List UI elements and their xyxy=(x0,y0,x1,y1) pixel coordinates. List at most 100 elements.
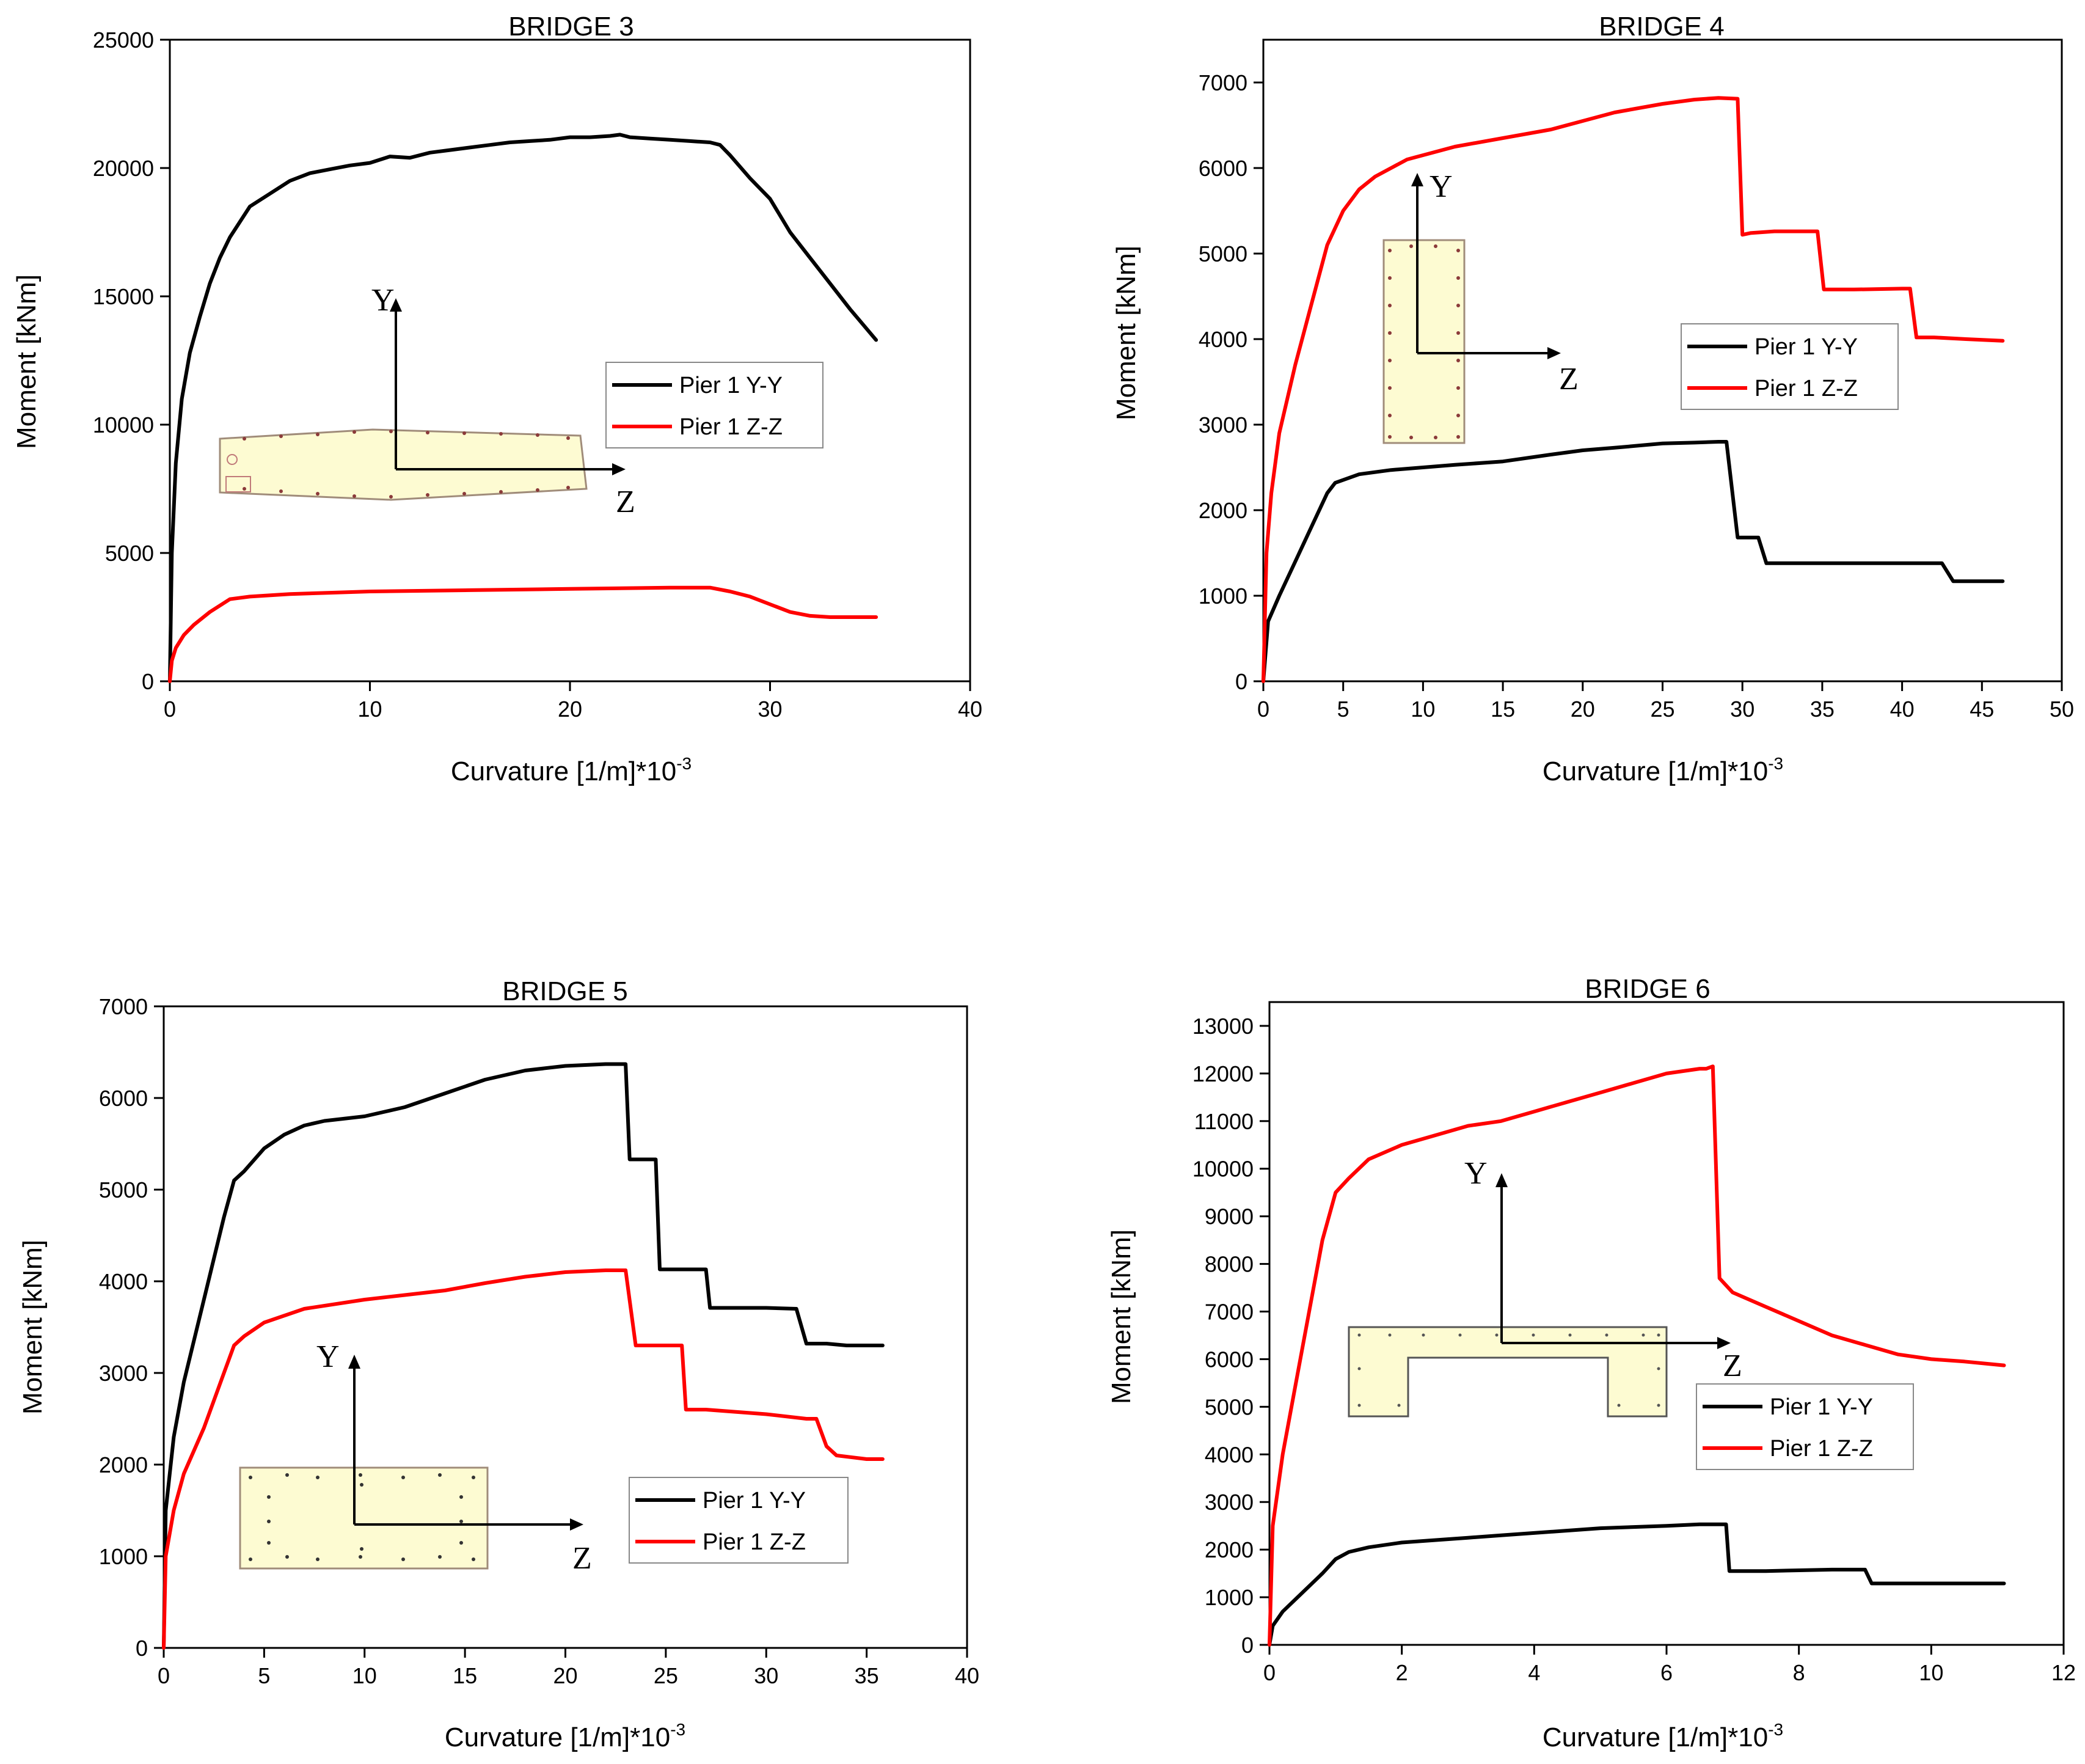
y-axis-label: Moment [kNm] xyxy=(18,1240,48,1414)
z-axis-letter: Z xyxy=(572,1541,592,1576)
chart-bridge-5: BRIDGE 5 Moment [kNm] Curvature [1/m]*10… xyxy=(18,976,979,1752)
x-tick-label: 0 xyxy=(1257,697,1269,722)
x-tick-label: 10 xyxy=(1411,697,1435,722)
series-line-pier1-zz xyxy=(168,585,878,683)
y-tick-label: 5000 xyxy=(1199,241,1247,266)
y-tick-label: 7000 xyxy=(1199,70,1247,95)
chart-title: BRIDGE 4 xyxy=(1599,12,1724,42)
y-tick-label: 1000 xyxy=(1199,584,1247,609)
x-axis-label: Curvature [1/m]*10-3 xyxy=(445,1720,685,1752)
y-axis-label: Moment [kNm] xyxy=(1106,1229,1136,1404)
x-tick-label: 25 xyxy=(654,1663,678,1688)
legend-label-yy: Pier 1 Y-Y xyxy=(679,373,783,398)
y-tick-label: 25000 xyxy=(93,27,154,53)
cross-section-inset: Y Z xyxy=(1348,1156,1742,1418)
z-arrowhead-icon xyxy=(1717,1337,1731,1349)
chart-bridge-3: BRIDGE 3 Moment [kNm] Curvature [1/m]*10… xyxy=(12,12,982,786)
x-tick-label: 15 xyxy=(1491,697,1515,722)
y-tick-label: 10000 xyxy=(1192,1157,1254,1182)
x-tick-label: 10 xyxy=(357,697,382,722)
y-tick-label: 4000 xyxy=(99,1269,148,1294)
cross-section-inset: Y Z xyxy=(1382,169,1579,444)
series-group xyxy=(1268,1064,2006,1647)
legend: Pier 1 Y-Y Pier 1 Z-Z xyxy=(1681,323,1899,410)
axis-ticks: 0 5 10 15 20 25 30 35 40 45 50 0 1000 2000 3000 4000 500… xyxy=(1199,70,2074,722)
cross-section-inset: Y Z xyxy=(219,283,635,519)
plot-frame xyxy=(162,1005,968,1649)
x-tick-label: 2 xyxy=(1396,1660,1408,1685)
y-tick-label: 8000 xyxy=(1205,1252,1254,1277)
plot-frame xyxy=(169,38,971,683)
z-arrowhead-icon xyxy=(612,463,626,475)
rebar-dots xyxy=(1388,244,1460,439)
axis-ticks: 0 10 20 30 40 0 5000 10000 15000 20000 25000 xyxy=(93,27,982,722)
z-arrowhead-icon xyxy=(1547,347,1561,359)
chart-title: BRIDGE 3 xyxy=(508,12,634,42)
series-group xyxy=(1262,96,2005,683)
y-tick-label: 7000 xyxy=(99,994,148,1019)
y-tick-label: 15000 xyxy=(93,284,154,309)
y-tick-label: 4000 xyxy=(1199,327,1247,352)
x-tick-label: 20 xyxy=(1571,697,1595,722)
y-tick-label: 0 xyxy=(136,1636,148,1661)
x-tick-label: 4 xyxy=(1528,1660,1540,1685)
y-tick-label: 2000 xyxy=(1199,498,1247,523)
x-tick-label: 10 xyxy=(352,1663,377,1688)
legend-label-yy: Pier 1 Y-Y xyxy=(1770,1394,1873,1420)
section-detail xyxy=(225,454,251,492)
x-tick-label: 5 xyxy=(258,1663,270,1688)
section-shape xyxy=(239,1466,489,1570)
y-arrowhead-icon xyxy=(1411,173,1423,186)
y-tick-label: 6000 xyxy=(99,1086,148,1111)
x-axis-label: Curvature [1/m]*10-3 xyxy=(1543,754,1783,786)
x-tick-label: 8 xyxy=(1793,1660,1805,1685)
x-tick-label: 6 xyxy=(1660,1660,1673,1685)
legend-label-yy: Pier 1 Y-Y xyxy=(703,1488,806,1513)
x-tick-label: 5 xyxy=(1337,697,1349,722)
section-shape xyxy=(219,428,588,501)
y-tick-label: 9000 xyxy=(1205,1204,1254,1229)
axis-ticks: 0 2 4 6 8 10 12 0 1000 2000 3000 4000 5000 6000 7000 80… xyxy=(1192,1014,2076,1685)
x-tick-label: 12 xyxy=(2051,1660,2076,1685)
x-tick-label: 0 xyxy=(158,1663,170,1688)
legend-label-zz: Pier 1 Z-Z xyxy=(1755,376,1858,401)
rebar-dots xyxy=(249,1473,475,1561)
axis-ticks: 0 5 10 15 20 25 30 35 40 0 1000 2000 3000 4000 5000 600… xyxy=(99,994,979,1688)
x-tick-label: 30 xyxy=(1730,697,1755,722)
z-axis-letter: Z xyxy=(1559,362,1579,397)
plot-frame xyxy=(1268,1001,2065,1646)
legend-label-zz: Pier 1 Z-Z xyxy=(1770,1436,1873,1462)
rebar-dots xyxy=(1357,1333,1660,1407)
y-tick-label: 5000 xyxy=(105,541,154,566)
y-arrowhead-icon xyxy=(390,298,402,312)
y-axis-letter: Y xyxy=(1430,169,1453,204)
rebar-dots xyxy=(243,430,570,499)
x-tick-label: 30 xyxy=(754,1663,778,1688)
y-tick-label: 1000 xyxy=(1205,1585,1254,1610)
legend-label-yy: Pier 1 Y-Y xyxy=(1755,334,1858,360)
y-tick-label: 5000 xyxy=(1205,1394,1254,1419)
x-tick-label: 35 xyxy=(855,1663,879,1688)
y-tick-label: 2000 xyxy=(99,1452,148,1477)
z-axis-letter: Z xyxy=(616,485,635,519)
y-tick-label: 20000 xyxy=(93,156,154,181)
x-axis-label: Curvature [1/m]*10-3 xyxy=(1543,1720,1783,1752)
legend-box xyxy=(605,362,823,448)
x-tick-label: 20 xyxy=(553,1663,577,1688)
x-tick-label: 35 xyxy=(1810,697,1835,722)
y-tick-label: 6000 xyxy=(1205,1347,1254,1372)
y-tick-label: 13000 xyxy=(1192,1014,1254,1039)
y-axis-letter: Y xyxy=(1464,1156,1488,1191)
chart-title: BRIDGE 5 xyxy=(502,976,627,1006)
x-tick-label: 0 xyxy=(1263,1660,1276,1685)
series-line-pier1-zz xyxy=(1268,1064,2006,1647)
x-axis-label: Curvature [1/m]*10-3 xyxy=(451,754,692,786)
legend: Pier 1 Y-Y Pier 1 Z-Z xyxy=(605,362,823,448)
chart-bridge-4: BRIDGE 4 Moment [kNm] Curvature [1/m]*10… xyxy=(1111,12,2074,786)
legend-box xyxy=(629,1477,849,1564)
series-group xyxy=(162,1062,885,1650)
section-shape xyxy=(1382,239,1466,444)
x-tick-label: 30 xyxy=(758,697,782,722)
y-tick-label: 0 xyxy=(1241,1633,1254,1658)
